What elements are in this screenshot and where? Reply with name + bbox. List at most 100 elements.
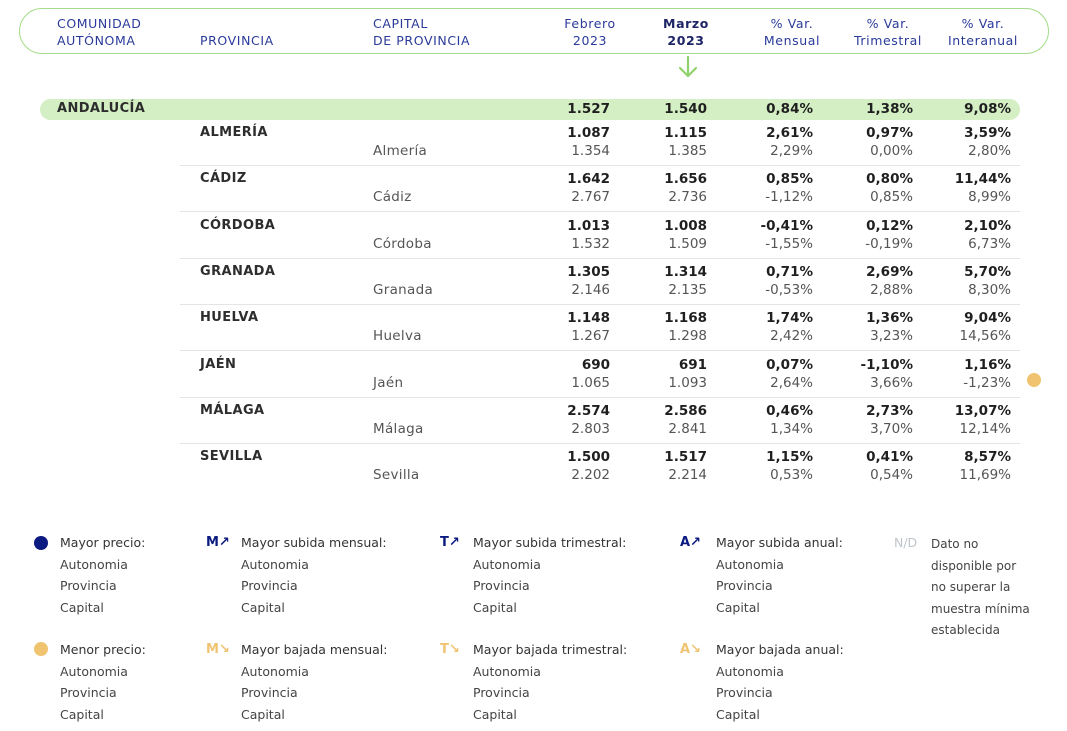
province-var-trimestral: 2,69%: [866, 263, 913, 280]
capital-name: Jaén: [373, 374, 404, 391]
capital-var-trimestral: 0,54%: [870, 467, 913, 484]
header-provincia: PROVINCIA: [200, 33, 274, 48]
legend-subida-anual-title: Mayor subida anual:: [716, 535, 843, 550]
province-mar: 2.586: [664, 402, 707, 419]
province-name: SEVILLA: [200, 449, 263, 465]
province-var-trimestral: 0,12%: [866, 217, 913, 234]
capital-var-mensual: 2,29%: [770, 143, 813, 159]
row-divider: [180, 442, 1020, 444]
province-feb: 2.574: [567, 402, 610, 419]
header-var-mensual-line2: Mensual: [763, 33, 821, 48]
header-comunidad-line1: COMUNIDAD: [57, 16, 142, 31]
capital-feb: 1.065: [571, 374, 610, 391]
legend-item: Provincia: [473, 578, 530, 593]
capital-mar: 2.214: [668, 467, 707, 484]
capital-name: Córdoba: [373, 235, 432, 252]
province-mar: 1.656: [664, 171, 707, 188]
legend-na-line: muestra mínima: [931, 601, 1030, 616]
capital-name: Málaga: [373, 420, 424, 437]
capital-var-trimestral: 3,66%: [870, 374, 913, 391]
header-marzo-line2: 2023: [667, 33, 705, 48]
capital-var-trimestral: -0,19%: [865, 235, 913, 252]
header-var-trimestral: % Var. Trimestral: [843, 15, 933, 49]
legend-item: Capital: [473, 706, 517, 722]
region-row-highlight: [40, 99, 1020, 120]
region-name: ANDALUCÍA: [57, 101, 146, 116]
legend-not-available: Dato no disponible por no superar la mue…: [931, 534, 1030, 642]
province-var-mensual: 1,15%: [766, 449, 813, 466]
legend-bajada-trimestral-title: Mayor bajada trimestral:: [473, 642, 628, 657]
capital-feb: 2.146: [571, 281, 610, 298]
legend-item: Autonomia: [473, 556, 541, 572]
legend-item: Provincia: [473, 685, 530, 700]
capital-var-interanual: 11,69%: [959, 467, 1011, 484]
province-var-interanual: 8,57%: [964, 449, 1011, 466]
legend-subida-trimestral-title: Mayor subida trimestral:: [473, 535, 627, 550]
legend-item: Capital: [716, 599, 760, 615]
capital-var-trimestral: 0,00%: [870, 143, 913, 159]
province-var-trimestral: 1,36%: [866, 310, 913, 327]
monthly-up-icon: M↗: [206, 535, 230, 550]
capital-var-trimestral: 2,88%: [870, 281, 913, 298]
header-comunidad-line2: AUTÓNOMA: [57, 33, 136, 48]
province-name: MÁLAGA: [200, 402, 265, 418]
legend-item: Autonomia: [716, 556, 784, 572]
province-var-mensual: -0,41%: [760, 217, 813, 234]
province-var-interanual: 9,04%: [964, 310, 1011, 327]
capital-mar: 2.841: [668, 420, 707, 437]
legend-item: Provincia: [60, 578, 117, 593]
province-var-interanual: 13,07%: [954, 402, 1011, 419]
annual-up-icon: A↗: [680, 535, 701, 550]
max-price-dot-icon: [34, 536, 48, 550]
legend-na-line: establecida: [931, 623, 1000, 637]
legend-subida-anual: Mayor subida anual: Autonomia Provincia …: [716, 532, 843, 618]
legend-item: Provincia: [60, 685, 117, 700]
legend-item: Provincia: [241, 578, 298, 593]
province-var-mensual: 0,85%: [766, 171, 813, 188]
capital-name: Sevilla: [373, 467, 420, 484]
province-var-interanual: 5,70%: [964, 263, 1011, 280]
region-mar: 1.540: [664, 101, 707, 117]
legend-item: Autonomia: [60, 556, 128, 572]
capital-feb: 1.267: [571, 328, 610, 345]
annual-down-icon: A↘: [680, 642, 701, 657]
province-var-interanual: 1,16%: [964, 356, 1011, 373]
monthly-down-icon: M↘: [206, 642, 230, 657]
header-marzo: Marzo 2023: [646, 15, 726, 49]
capital-mar: 1.298: [668, 328, 707, 345]
header-var-interanual-line2: Interanual: [948, 33, 1018, 48]
row-divider: [180, 257, 1020, 259]
province-var-interanual: 3,59%: [964, 125, 1011, 141]
capital-var-mensual: 2,64%: [770, 374, 813, 391]
province-feb: 690: [581, 356, 610, 373]
capital-var-interanual: 14,56%: [959, 328, 1011, 345]
capital-var-trimestral: 0,85%: [870, 189, 913, 206]
province-var-trimestral: 0,41%: [866, 449, 913, 466]
province-var-mensual: 0,46%: [766, 402, 813, 419]
legend-item: Autonomia: [241, 556, 309, 572]
legend-item: Capital: [60, 599, 104, 615]
capital-feb: 1.532: [571, 235, 610, 252]
not-available-icon: N/D: [894, 535, 918, 550]
legend-item: Autonomia: [241, 663, 309, 679]
capital-name: Granada: [373, 281, 434, 298]
legend-item: Capital: [241, 599, 285, 615]
min-price-dot-icon: [34, 642, 48, 656]
legend-item: Autonomia: [716, 663, 784, 679]
capital-var-mensual: -1,12%: [765, 189, 813, 206]
legend-bajada-trimestral: Mayor bajada trimestral: Autonomia Provi…: [473, 639, 627, 725]
capital-var-mensual: -1,55%: [765, 235, 813, 252]
header-var-trimestral-line2: Trimestral: [854, 33, 922, 48]
capital-var-mensual: 2,42%: [770, 328, 813, 345]
capital-mar: 1.385: [668, 143, 707, 159]
capital-var-trimestral: 3,23%: [870, 328, 913, 345]
header-var-trimestral-line1: % Var.: [866, 16, 910, 31]
row-divider: [180, 211, 1020, 213]
province-var-mensual: 1,74%: [766, 310, 813, 327]
legend-bajada-anual: Mayor bajada anual: Autonomia Provincia …: [716, 639, 844, 725]
region-var-interanual: 9,08%: [964, 101, 1011, 117]
province-feb: 1.087: [567, 125, 610, 141]
header-capital-line1: CAPITAL: [373, 16, 428, 31]
header-var-interanual: % Var. Interanual: [938, 15, 1028, 49]
header-febrero-line1: Febrero: [564, 16, 616, 31]
